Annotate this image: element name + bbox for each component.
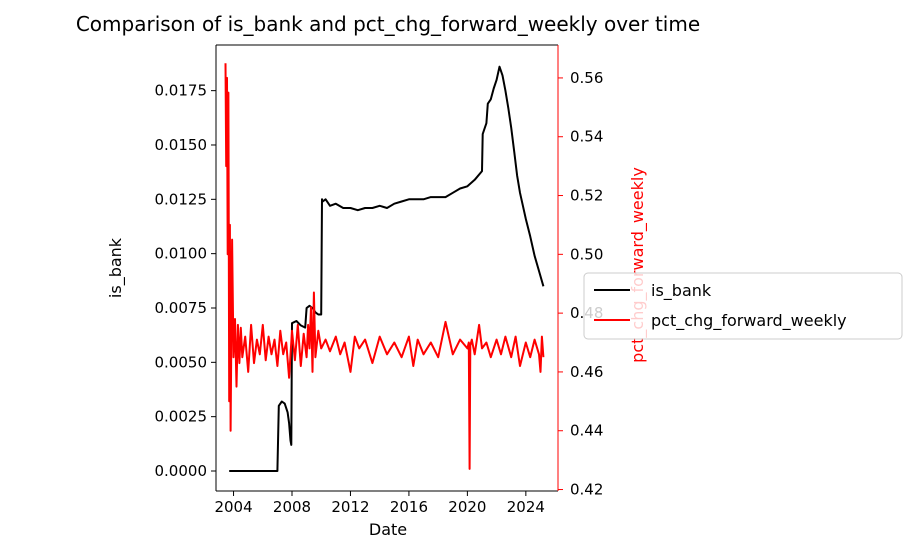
plot-lines xyxy=(224,63,545,472)
x-tick-label: 2020 xyxy=(448,498,486,516)
y-left-tick-label: 0.0000 xyxy=(155,462,208,480)
legend-label-is-bank: is_bank xyxy=(651,281,712,301)
y-right-ticks: 0.420.440.460.480.500.520.540.56 xyxy=(558,69,603,499)
y-right-tick-label: 0.54 xyxy=(570,128,603,146)
y-right-tick-label: 0.44 xyxy=(570,422,603,440)
y-left-tick-label: 0.0025 xyxy=(155,408,208,426)
axes xyxy=(215,44,559,492)
y-right-tick-label: 0.50 xyxy=(570,245,603,263)
y-left-ticks: 0.0000 0.0025 0.0050 0.0075 0.0100 0.0125 0.01… xyxy=(155,82,216,480)
y-left-axis-label: is_bank xyxy=(106,237,126,298)
legend-frame xyxy=(583,272,903,340)
y-right-tick-label: 0.42 xyxy=(570,481,603,499)
legend: is_bank pct_chg_forward_weekly xyxy=(583,272,903,340)
y-left-tick-label: 0.0075 xyxy=(155,299,208,317)
y-left-tick-label: 0.0050 xyxy=(155,353,208,371)
y-right-tick-label: 0.52 xyxy=(570,187,603,205)
x-tick-label: 2004 xyxy=(214,498,252,516)
x-tick-label: 2008 xyxy=(273,498,311,516)
x-tick-label: 2012 xyxy=(331,498,369,516)
y-left-tick-label: 0.0100 xyxy=(155,245,208,263)
x-axis-label: Date xyxy=(369,520,407,539)
y-right-tick-label: 0.46 xyxy=(570,363,603,381)
series-line-pct-chg-forward-weekly xyxy=(224,63,545,470)
chart-title: Comparison of is_bank and pct_chg_forwar… xyxy=(76,12,700,36)
legend-label-pct-chg-forward-weekly: pct_chg_forward_weekly xyxy=(651,311,847,331)
x-tick-label: 2024 xyxy=(507,498,545,516)
x-ticks: 2004 2008 2012 2016 2020 2024 xyxy=(214,491,545,516)
series-line-is-bank xyxy=(229,65,545,472)
y-left-tick-label: 0.0175 xyxy=(155,82,208,100)
y-left-tick-label: 0.0150 xyxy=(155,136,208,154)
y-right-tick-label: 0.56 xyxy=(570,69,603,87)
x-tick-label: 2016 xyxy=(390,498,428,516)
y-left-tick-label: 0.0125 xyxy=(155,190,208,208)
